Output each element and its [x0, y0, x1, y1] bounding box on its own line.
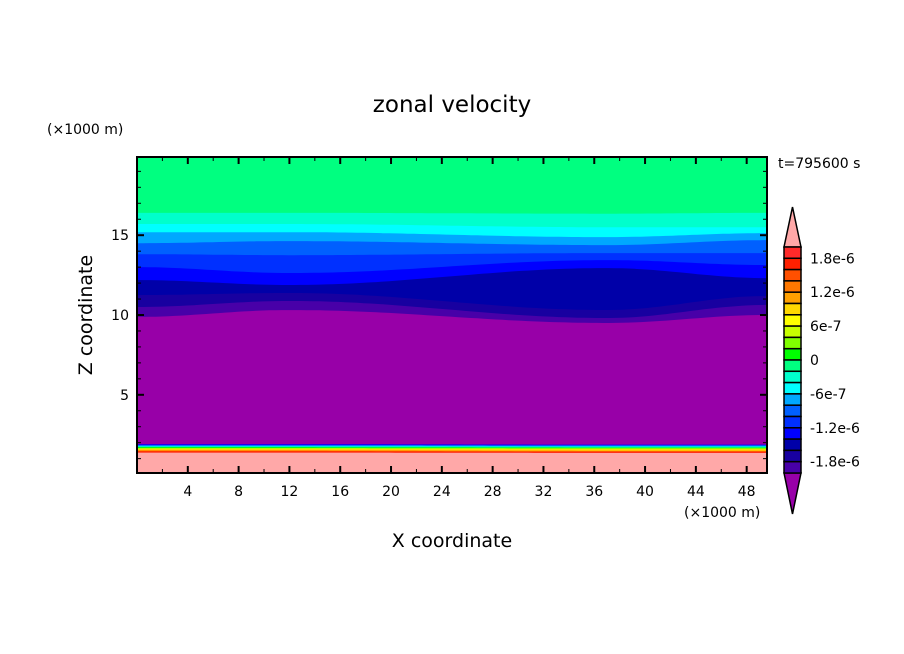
y-tick-label: 15	[111, 228, 129, 244]
colorbar-box	[783, 449, 802, 463]
x-tick-label: 4	[183, 484, 192, 500]
chart-title: zonal velocity	[373, 92, 531, 118]
colorbar-box	[783, 359, 802, 373]
colorbar-tick-label: 0	[810, 353, 819, 369]
colorbar: 1.8e-6 1.2e-6 6e-7 0 -6e-7 -1.2e-6 -1.8e-6	[783, 206, 860, 515]
y-tick-label: 5	[120, 388, 129, 404]
colorbar-box	[783, 415, 802, 429]
contour-bands	[137, 157, 767, 473]
x-tick-label: 36	[585, 484, 603, 500]
colorbar-tick-label: 1.8e-6	[810, 251, 855, 267]
colorbar-box	[783, 325, 802, 339]
x-tick-label: 24	[433, 484, 451, 500]
x-tick-label: 44	[687, 484, 705, 500]
colorbar-over-triangle	[783, 206, 802, 248]
colorbar-box	[783, 302, 802, 316]
colorbar-tick-label: -6e-7	[810, 387, 847, 403]
colorbar-box	[783, 336, 802, 350]
x-tick-label: 40	[636, 484, 654, 500]
x-tick-label: 20	[382, 484, 400, 500]
colorbar-box	[783, 381, 802, 395]
colorbar-box	[783, 314, 802, 327]
contour-band-9	[137, 310, 767, 473]
colorbar-tick-label: -1.8e-6	[810, 455, 860, 471]
colorbar-box	[783, 280, 802, 293]
colorbar-box	[783, 427, 802, 440]
colorbar-box	[783, 268, 802, 282]
time-label: t=795600 s	[778, 156, 860, 172]
x-tick-label: 48	[738, 484, 756, 500]
colorbar-box	[783, 347, 802, 361]
colorbar-under-triangle	[783, 472, 802, 515]
contour-band-18	[137, 452, 767, 473]
colorbar-box	[783, 370, 802, 384]
x-tick-label: 8	[234, 484, 243, 500]
colorbar-box	[783, 257, 802, 271]
x-unit-label: (×1000 m)	[684, 505, 760, 521]
x-tick-label: 32	[535, 484, 553, 500]
x-tick-label: 16	[331, 484, 349, 500]
plot-area	[137, 157, 767, 473]
colorbar-box	[783, 246, 802, 260]
colorbar-box	[783, 404, 802, 418]
colorbar-box	[783, 291, 802, 305]
y-unit-label: (×1000 m)	[47, 122, 123, 138]
x-axis-label: X coordinate	[392, 530, 512, 552]
y-tick-label: 10	[111, 308, 129, 324]
colorbar-box	[783, 438, 802, 452]
y-axis-label: Z coordinate	[75, 255, 97, 375]
colorbar-tick-label: -1.2e-6	[810, 421, 860, 437]
colorbar-box	[783, 460, 802, 474]
colorbar-tick-label: 1.2e-6	[810, 285, 855, 301]
colorbar-box	[783, 393, 802, 406]
x-tick-label: 12	[281, 484, 299, 500]
x-tick-label: 28	[484, 484, 502, 500]
colorbar-tick-label: 6e-7	[810, 319, 841, 335]
